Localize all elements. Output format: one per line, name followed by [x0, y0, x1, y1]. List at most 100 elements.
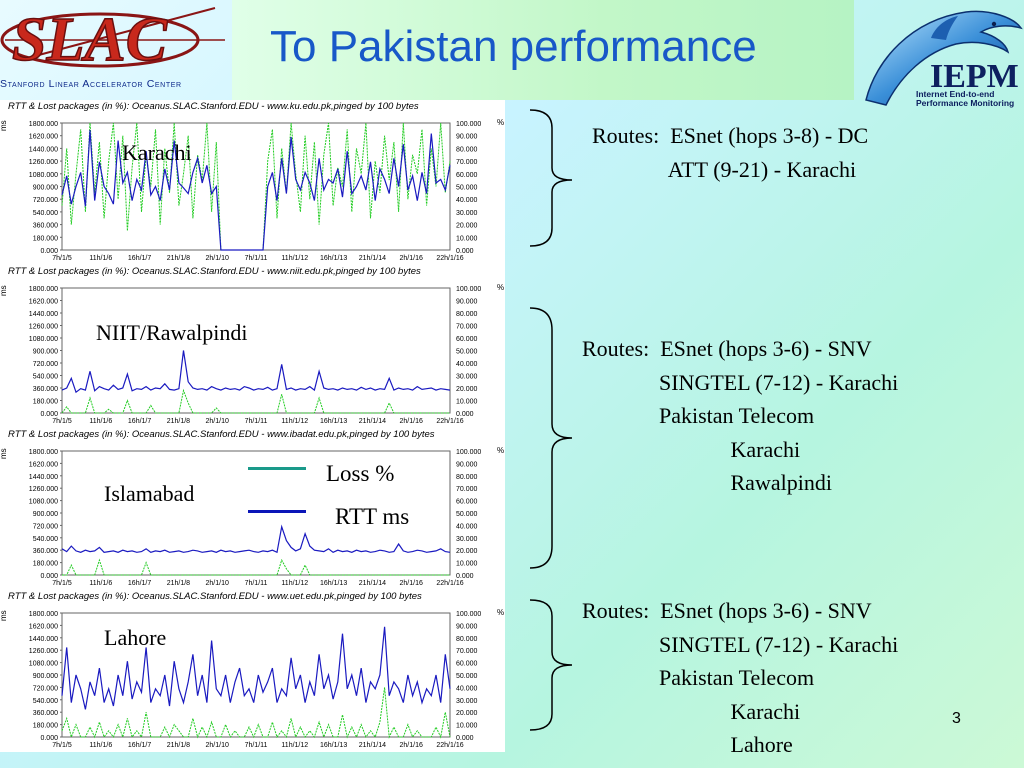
x-tick-label: 21h/1/8 — [167, 255, 190, 262]
x-tick-label: 7h/1/5 — [52, 580, 72, 587]
title-bar — [232, 0, 854, 100]
y2-tick-label: 60.000 — [456, 172, 478, 179]
y2-tick-label: 70.000 — [456, 324, 478, 331]
y2-axis-label: % — [497, 446, 504, 455]
x-tick-label: 21h/1/8 — [167, 742, 190, 749]
legend-rtt-label: RTT ms — [335, 504, 410, 529]
y2-axis-label: % — [497, 118, 504, 127]
y2-tick-label: 40.000 — [456, 685, 478, 692]
page-title: To Pakistan performance — [270, 22, 757, 71]
y2-tick-label: 70.000 — [456, 159, 478, 166]
x-tick-label: 22h/1/16 — [436, 418, 463, 425]
x-tick-label: 11h/1/6 — [89, 580, 112, 587]
x-tick-label: 16h/1/7 — [128, 418, 151, 425]
y-tick-label: 900.000 — [33, 185, 58, 192]
x-tick-label: 2h/1/16 — [400, 742, 423, 749]
y2-tick-label: 50.000 — [456, 185, 478, 192]
x-tick-label: 22h/1/16 — [436, 580, 463, 587]
y2-tick-label: 90.000 — [456, 134, 478, 141]
y2-tick-label: 90.000 — [456, 623, 478, 630]
y-tick-label: 1800.000 — [29, 121, 58, 128]
y2-tick-label: 100.000 — [456, 286, 481, 293]
x-tick-label: 16h/1/13 — [320, 580, 347, 587]
y-tick-label: 1440.000 — [29, 474, 58, 481]
iepm-subtitle: Internet End-to-end Performance Monitori… — [916, 90, 1024, 108]
loss-series-line — [61, 388, 450, 414]
y-tick-label: 1440.000 — [29, 146, 58, 153]
y-axis-label: ms — [0, 285, 8, 296]
y-axis-label: ms — [0, 610, 8, 621]
y-tick-label: 1080.000 — [29, 499, 58, 506]
y-tick-label: 1620.000 — [29, 134, 58, 141]
y-tick-label: 1260.000 — [29, 486, 58, 493]
y-tick-label: 1620.000 — [29, 461, 58, 468]
y-tick-label: 540.000 — [33, 536, 58, 543]
legend-loss-swatch — [248, 467, 306, 470]
loss-series-line — [61, 687, 451, 739]
y2-tick-label: 80.000 — [456, 636, 478, 643]
slac-subtitle: Stanford Linear Accelerator Center — [0, 78, 182, 90]
y2-tick-label: 60.000 — [456, 336, 478, 343]
plot-frame — [61, 287, 451, 414]
chart-islamabad: RTT & Lost packages (in %): Oceanus.SLAC… — [0, 429, 504, 587]
iepm-wordmark: IEPM — [930, 58, 1019, 95]
y-tick-label: 900.000 — [33, 673, 58, 680]
city-label-islamabad: Islamabad — [104, 481, 195, 506]
x-tick-label: 11h/1/12 — [281, 418, 308, 425]
y2-tick-label: 70.000 — [456, 486, 478, 493]
y2-tick-label: 90.000 — [456, 299, 478, 306]
y-tick-label: 1620.000 — [29, 299, 58, 306]
x-tick-label: 21h/1/14 — [359, 580, 386, 587]
y2-axis-label: % — [497, 608, 504, 617]
route-line: Karachi — [582, 698, 801, 724]
x-tick-label: 16h/1/13 — [320, 418, 347, 425]
x-tick-label: 2h/1/10 — [206, 418, 229, 425]
y2-tick-label: 20.000 — [456, 710, 478, 717]
y-tick-label: 1080.000 — [29, 661, 58, 668]
y2-tick-label: 30.000 — [456, 210, 478, 217]
x-tick-label: 2h/1/10 — [206, 580, 229, 587]
y2-tick-label: 0.000 — [456, 573, 474, 580]
brace-lahore — [529, 599, 573, 731]
slac-logo: SLAC — [0, 0, 230, 100]
x-tick-label: 16h/1/7 — [128, 742, 151, 749]
y-tick-label: 360.000 — [33, 548, 58, 555]
x-tick-label: 21h/1/14 — [359, 255, 386, 262]
iepm-subtitle-line-2: Performance Monitoring — [916, 98, 1015, 108]
legend-loss-label: Loss % — [326, 461, 395, 486]
plot-frame — [61, 122, 451, 251]
x-tick-label: 2h/1/16 — [400, 580, 423, 587]
x-tick-label: 21h/1/8 — [167, 418, 190, 425]
y2-tick-label: 40.000 — [456, 523, 478, 530]
x-tick-label: 7h/1/5 — [52, 418, 72, 425]
y-axis-label: ms — [0, 448, 8, 459]
plot-frame — [61, 450, 451, 576]
y2-tick-label: 60.000 — [456, 499, 478, 506]
route-block-lahore: Routes: ESnet (hops 3-6) - SNV SINGTEL (… — [582, 594, 898, 762]
y-tick-label: 900.000 — [33, 349, 58, 356]
y2-tick-label: 0.000 — [456, 248, 474, 255]
y2-tick-label: 50.000 — [456, 673, 478, 680]
iepm-logo — [856, 0, 1024, 110]
y2-tick-label: 0.000 — [456, 411, 474, 418]
route-block-rawalpindi: Routes: ESnet (hops 3-6) - SNV SINGTEL (… — [582, 332, 898, 500]
y-tick-label: 0.000 — [40, 248, 58, 255]
y-tick-label: 360.000 — [33, 223, 58, 230]
y2-tick-label: 70.000 — [456, 648, 478, 655]
chart-karachi: RTT & Lost packages (in %): Oceanus.SLAC… — [0, 101, 504, 262]
route-line: Routes: ESnet (hops 3-6) - SNV — [582, 598, 872, 623]
rtt-series-line — [61, 350, 451, 394]
route-line: Karachi — [582, 436, 801, 462]
y2-tick-label: 50.000 — [456, 511, 478, 518]
y-tick-label: 900.000 — [33, 511, 58, 518]
route-line: SINGTEL (7-12) - Karachi — [582, 631, 899, 657]
route-line: ATT (9-21) - Karachi — [592, 156, 857, 182]
route-line: Routes: ESnet (hops 3-8) - DC — [592, 123, 869, 148]
x-tick-label: 2h/1/10 — [206, 742, 229, 749]
chart-title: RTT & Lost packages (in %): Oceanus.SLAC… — [8, 101, 419, 112]
y-axis-label: ms — [0, 120, 8, 131]
rtt-series-line — [61, 524, 451, 554]
route-line: SINGTEL (7-12) - Karachi — [582, 369, 899, 395]
loss-series-line — [62, 558, 450, 576]
y2-tick-label: 80.000 — [456, 474, 478, 481]
